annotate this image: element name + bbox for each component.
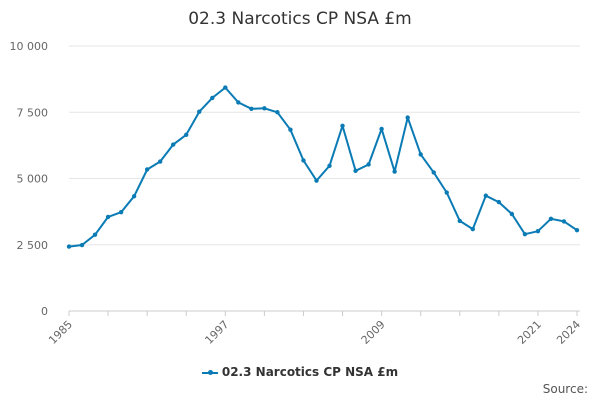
legend-swatch xyxy=(201,369,218,375)
x-tick-label: 2024 xyxy=(554,318,583,347)
data-point[interactable] xyxy=(353,168,358,174)
series-line xyxy=(68,86,578,248)
data-point[interactable] xyxy=(548,216,554,221)
data-point[interactable] xyxy=(522,231,528,237)
data-point[interactable] xyxy=(379,126,384,132)
data-point[interactable] xyxy=(236,100,241,105)
data-point[interactable] xyxy=(392,169,397,174)
data-point[interactable] xyxy=(431,170,436,175)
data-point[interactable] xyxy=(327,163,332,168)
data-point[interactable] xyxy=(366,162,371,167)
data-point[interactable] xyxy=(197,109,202,114)
data-point[interactable] xyxy=(66,244,72,249)
data-point[interactable] xyxy=(509,211,515,217)
x-tick-label: 1985 xyxy=(46,318,75,347)
data-point[interactable] xyxy=(157,159,163,164)
data-point[interactable] xyxy=(418,152,423,157)
data-point[interactable] xyxy=(210,95,215,101)
x-tick-label: 2021 xyxy=(515,318,544,347)
y-tick-label: 2 500 xyxy=(17,239,49,252)
data-point[interactable] xyxy=(118,209,124,215)
data-point[interactable] xyxy=(105,214,111,220)
data-point[interactable] xyxy=(444,190,449,195)
data-point[interactable] xyxy=(574,227,580,233)
data-point[interactable] xyxy=(92,232,98,237)
data-point[interactable] xyxy=(249,106,254,112)
source-label: Source: xyxy=(542,382,588,396)
grid-layer xyxy=(69,45,580,312)
data-point[interactable] xyxy=(405,115,410,120)
x-tick-label: 1997 xyxy=(202,318,231,347)
y-tick-label: 0 xyxy=(41,305,48,318)
data-point[interactable] xyxy=(262,106,267,111)
data-point[interactable] xyxy=(131,194,137,199)
data-point[interactable] xyxy=(288,127,293,132)
chart-title: 02.3 Narcotics CP NSA £m xyxy=(188,9,412,29)
data-point[interactable] xyxy=(561,219,567,224)
y-tick-label: 10 000 xyxy=(10,40,49,53)
data-point[interactable] xyxy=(184,132,189,137)
data-point[interactable] xyxy=(301,158,306,163)
y-tick-label: 5 000 xyxy=(17,173,49,186)
data-point[interactable] xyxy=(470,226,475,232)
legend[interactable]: 02.3 Narcotics CP NSA £m xyxy=(0,365,600,379)
data-point[interactable] xyxy=(535,229,541,234)
data-point[interactable] xyxy=(144,167,150,172)
data-point[interactable] xyxy=(171,142,176,147)
series-layer xyxy=(66,85,580,249)
data-point[interactable] xyxy=(79,242,85,248)
data-point[interactable] xyxy=(223,85,228,90)
data-point[interactable] xyxy=(483,193,489,198)
data-point[interactable] xyxy=(314,178,319,183)
data-point[interactable] xyxy=(340,123,345,128)
data-point[interactable] xyxy=(457,218,462,224)
legend-label: 02.3 Narcotics CP NSA £m xyxy=(221,365,399,379)
x-tick-label: 2009 xyxy=(359,318,388,347)
data-point[interactable] xyxy=(496,199,502,205)
axis-layer: 0 2 500 5 000 7 500 10 000 1985 1997 2009 2021 20… xyxy=(10,40,584,347)
y-tick-label: 7 500 xyxy=(17,106,49,119)
data-point[interactable] xyxy=(275,110,280,115)
